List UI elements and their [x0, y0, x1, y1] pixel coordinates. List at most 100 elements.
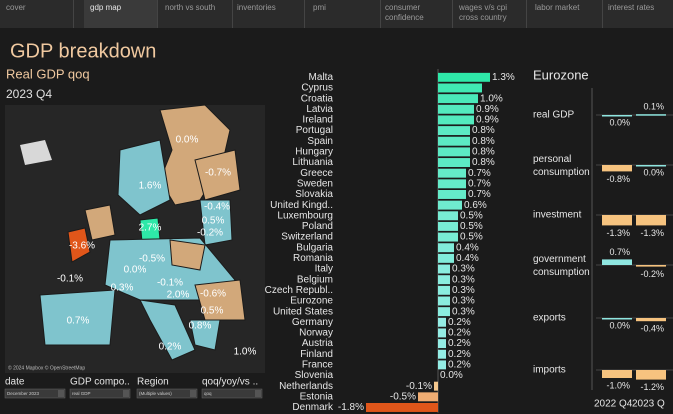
value-label: 0.7% [468, 178, 491, 189]
category-label: Estonia [300, 391, 334, 402]
period: 2023 Q4 [6, 87, 52, 101]
row-label-line: government [533, 254, 586, 265]
filter-dropdown[interactable]: qoq [201, 388, 263, 399]
value-label: -0.5% [390, 391, 416, 402]
tab[interactable]: consumer confidence [379, 0, 453, 28]
bar [438, 307, 450, 317]
bar [438, 296, 450, 306]
row-label: exports [533, 313, 566, 324]
tab[interactable]: north vs south [159, 0, 233, 28]
value-label: 0.3% [452, 264, 475, 275]
category-label: Sweden [297, 178, 333, 189]
dropdown-value: (Multiple values) [139, 391, 172, 396]
mini-value-label: -1.2% [640, 382, 664, 392]
bar [438, 232, 458, 242]
bar [438, 126, 470, 136]
category-label: Netherlands [279, 381, 333, 392]
value-label: 0.9% [476, 115, 499, 126]
map-label: -0.6% [200, 289, 226, 300]
category-label: Portugal [296, 125, 333, 136]
value-label: 0.4% [456, 242, 479, 253]
bar [438, 253, 454, 263]
region [20, 140, 52, 165]
category-label: Slovenia [295, 370, 334, 381]
filter-dropdown[interactable]: (Multiple values) [136, 388, 198, 399]
value-label: 0.3% [452, 285, 475, 296]
map-label: 0.0% [124, 265, 147, 276]
value-label: 0.5% [460, 232, 483, 243]
region [39, 289, 116, 346]
panel-title: Eurozone [533, 67, 589, 82]
tab[interactable]: interest rates [602, 0, 673, 28]
category-label: France [302, 360, 334, 371]
map-label: -0.1% [57, 274, 83, 285]
mini-bar [636, 165, 666, 167]
period-label: 2022 Q4 [594, 399, 633, 410]
bar [418, 392, 438, 402]
tab[interactable]: inventories [231, 0, 305, 28]
map-label: 0.5% [201, 306, 224, 317]
value-label: 0.8% [472, 147, 495, 158]
row-label: imports [533, 365, 566, 376]
value-label: 0.5% [460, 221, 483, 232]
row-label-line: consumption [533, 167, 590, 178]
title: GDP breakdown [10, 40, 156, 62]
bar [438, 136, 470, 146]
tab[interactable]: cover [0, 0, 74, 28]
row-label: real GDP [533, 110, 574, 121]
bar [438, 211, 458, 221]
category-label: Cyprus [301, 83, 333, 94]
region [189, 319, 221, 351]
region [169, 239, 206, 271]
bar [438, 94, 478, 104]
region [117, 139, 171, 216]
map-label: 0.3% [111, 283, 134, 294]
value-label: -1.8% [338, 402, 364, 413]
region [67, 227, 91, 263]
bar [438, 147, 470, 157]
category-label: Hungary [295, 147, 333, 158]
dropdown-box [69, 388, 131, 399]
bar [438, 285, 450, 295]
tab[interactable]: pmi [307, 0, 381, 28]
region [84, 204, 116, 241]
bar [438, 179, 466, 189]
row-label-line: consumption [533, 267, 590, 278]
dropdown-value: real GDP [72, 391, 91, 396]
map-label: -0.2% [197, 228, 223, 239]
tab[interactable]: wages v/s cpi cross country [453, 0, 527, 28]
mini-value-label: -1.3% [640, 228, 664, 238]
filter-dropdown[interactable]: real GDP [69, 388, 131, 399]
mini-bar [602, 215, 632, 226]
bar [438, 158, 470, 167]
value-label: 0.2% [448, 349, 471, 360]
filter-label: Region [137, 377, 169, 388]
category-label: Poland [302, 221, 333, 232]
value-label: 0.8% [472, 157, 495, 168]
mini-value-label: -1.3% [606, 228, 630, 238]
mini-bar [602, 165, 632, 172]
map-label: -0.1% [157, 278, 183, 289]
mini-bar [602, 259, 632, 265]
filter-dropdown[interactable]: December 2023 [4, 388, 66, 399]
bar [434, 381, 438, 391]
tab[interactable]: labor market [529, 0, 603, 28]
region [194, 149, 241, 201]
mini-bar [636, 265, 666, 267]
category-label: United Kingd.. [270, 200, 333, 211]
tab[interactable]: gdp map [84, 0, 158, 28]
value-label: 1.0% [480, 93, 503, 104]
value-label: 0.2% [448, 360, 471, 371]
map-label: 2.0% [167, 290, 190, 301]
mini-value-label: -1.0% [606, 380, 630, 390]
map-label: -0.5% [139, 254, 165, 265]
mini-bar [636, 318, 666, 322]
category-label: Denmark [292, 402, 334, 413]
mini-value-label: -0.2% [640, 269, 664, 279]
category-label: Romania [293, 253, 333, 264]
category-label: Belgium [297, 274, 333, 285]
bar [438, 221, 458, 231]
mini-bar [636, 370, 666, 380]
